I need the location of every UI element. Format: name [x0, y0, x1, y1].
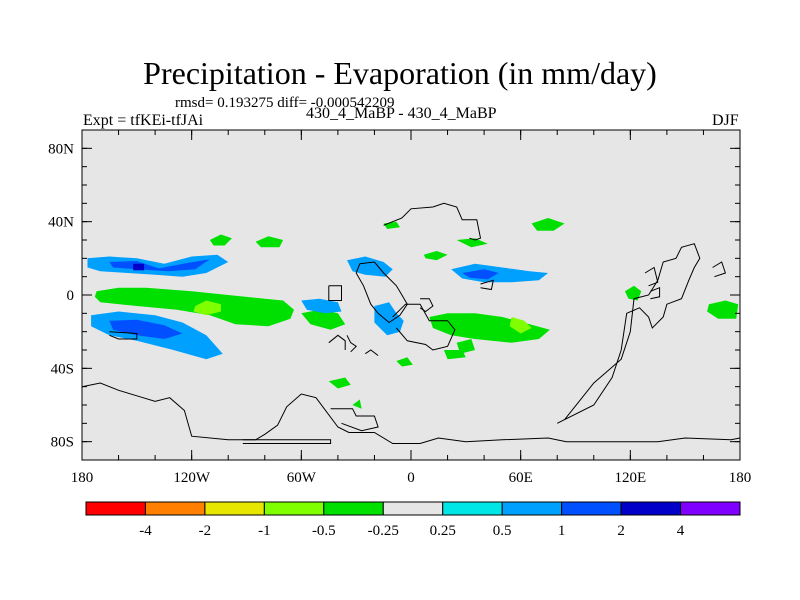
coastline-9	[328, 285, 342, 301]
x-tick-label: 180	[729, 470, 752, 486]
y-tick-label: 0	[67, 288, 75, 304]
contour-region-12	[509, 317, 532, 334]
colorbar-label: -4	[139, 523, 152, 539]
contour-region-20	[423, 251, 448, 261]
y-tick-label: 80S	[51, 435, 74, 451]
contour-region-3	[94, 287, 294, 327]
coastline-10	[392, 303, 456, 351]
coastlines	[81, 202, 741, 444]
coastline-14	[644, 266, 659, 287]
contour-region-24	[328, 377, 351, 389]
contour-region-23	[707, 300, 739, 319]
x-tick-label: 120E	[614, 470, 646, 486]
colorbar-swatch	[382, 501, 444, 516]
contour-region-25	[396, 357, 413, 367]
contour-region-16	[209, 234, 232, 246]
colorbar-swatch	[680, 501, 741, 516]
coastline-2	[330, 408, 379, 432]
colorbar-label: 2	[617, 523, 625, 539]
colorbar-swatch	[85, 501, 146, 516]
contour-region-22	[624, 285, 642, 301]
colorbar-label: -2	[199, 523, 212, 539]
colorbar-swatch	[561, 501, 622, 516]
colorbar-label: -1	[258, 523, 271, 539]
colorbar-label: -0.5	[312, 523, 336, 539]
contour-region-2	[133, 263, 145, 271]
coastline-6	[365, 349, 379, 356]
x-tick-label: 60W	[287, 470, 317, 486]
coastline-11	[419, 298, 434, 313]
y-tick-label: 40S	[51, 361, 74, 377]
chart-title: Precipitation - Evaporation (in mm/day)	[143, 55, 657, 91]
y-tick-label: 40N	[48, 215, 74, 231]
colorbar-swatch	[263, 501, 325, 516]
x-tick-label: 0	[407, 470, 415, 486]
contour-region-8	[301, 298, 342, 314]
coastline-15	[650, 286, 661, 300]
contour-region-27	[443, 350, 466, 360]
contour-region-9	[347, 256, 393, 277]
colorbar-label: 0.25	[430, 523, 456, 539]
coastline-8	[355, 261, 408, 324]
contour-region-7	[301, 309, 346, 330]
contour-region-6	[109, 319, 183, 339]
contour-region-19	[531, 218, 565, 231]
colorbar-label: 1	[558, 523, 566, 539]
contour-region-10	[374, 302, 404, 336]
axes: 180 120W 60W 0 60E 120E 180 80N 40N 0 40S 80S	[48, 129, 752, 486]
colorbar-label: 0.5	[493, 523, 512, 539]
y-tick-label: 80N	[48, 141, 74, 157]
coastline-5	[346, 335, 357, 353]
contour-region-21	[456, 238, 488, 248]
experiment-label: Expt = tfKEi-tfJAi	[83, 112, 204, 129]
season-label: DJF	[712, 112, 739, 129]
colorbar-swatch	[144, 501, 206, 516]
colorbar: -4 -2 -1 -0.5 -0.25 0.25 0.5 1 2 4	[85, 501, 741, 539]
contour-fills	[87, 218, 739, 409]
coastline-4	[383, 202, 482, 241]
contour-region-4	[193, 300, 221, 316]
colorbar-label: 4	[677, 523, 685, 539]
coastline-13	[556, 243, 701, 424]
contour-region-17	[255, 236, 284, 248]
colorbar-swatch	[620, 501, 682, 516]
contour-region-26	[352, 399, 362, 409]
contour-region-11	[429, 313, 550, 343]
colorbar-swatch	[442, 501, 503, 516]
coastline-3	[242, 439, 332, 444]
coastline-7	[328, 334, 346, 350]
x-tick-label: 180	[71, 470, 94, 486]
contour-region-15	[462, 269, 499, 280]
colorbar-swatch	[323, 501, 384, 516]
colorbar-swatch	[204, 501, 265, 516]
coastline-0	[109, 331, 138, 340]
coastline-1	[81, 382, 741, 444]
coastline-16	[712, 261, 727, 278]
coastline-12	[480, 279, 494, 291]
x-tick-label: 60E	[509, 470, 533, 486]
case-label: 430_4_MaBP - 430_4_MaBP	[306, 105, 497, 122]
colorbar-label: -0.25	[368, 523, 399, 539]
chart-subtitle: rmsd= 0.193275 diff= -0.000542209	[175, 95, 395, 111]
colorbar-swatch	[501, 501, 563, 516]
contour-region-0	[87, 254, 229, 277]
x-tick-label: 120W	[173, 470, 211, 486]
